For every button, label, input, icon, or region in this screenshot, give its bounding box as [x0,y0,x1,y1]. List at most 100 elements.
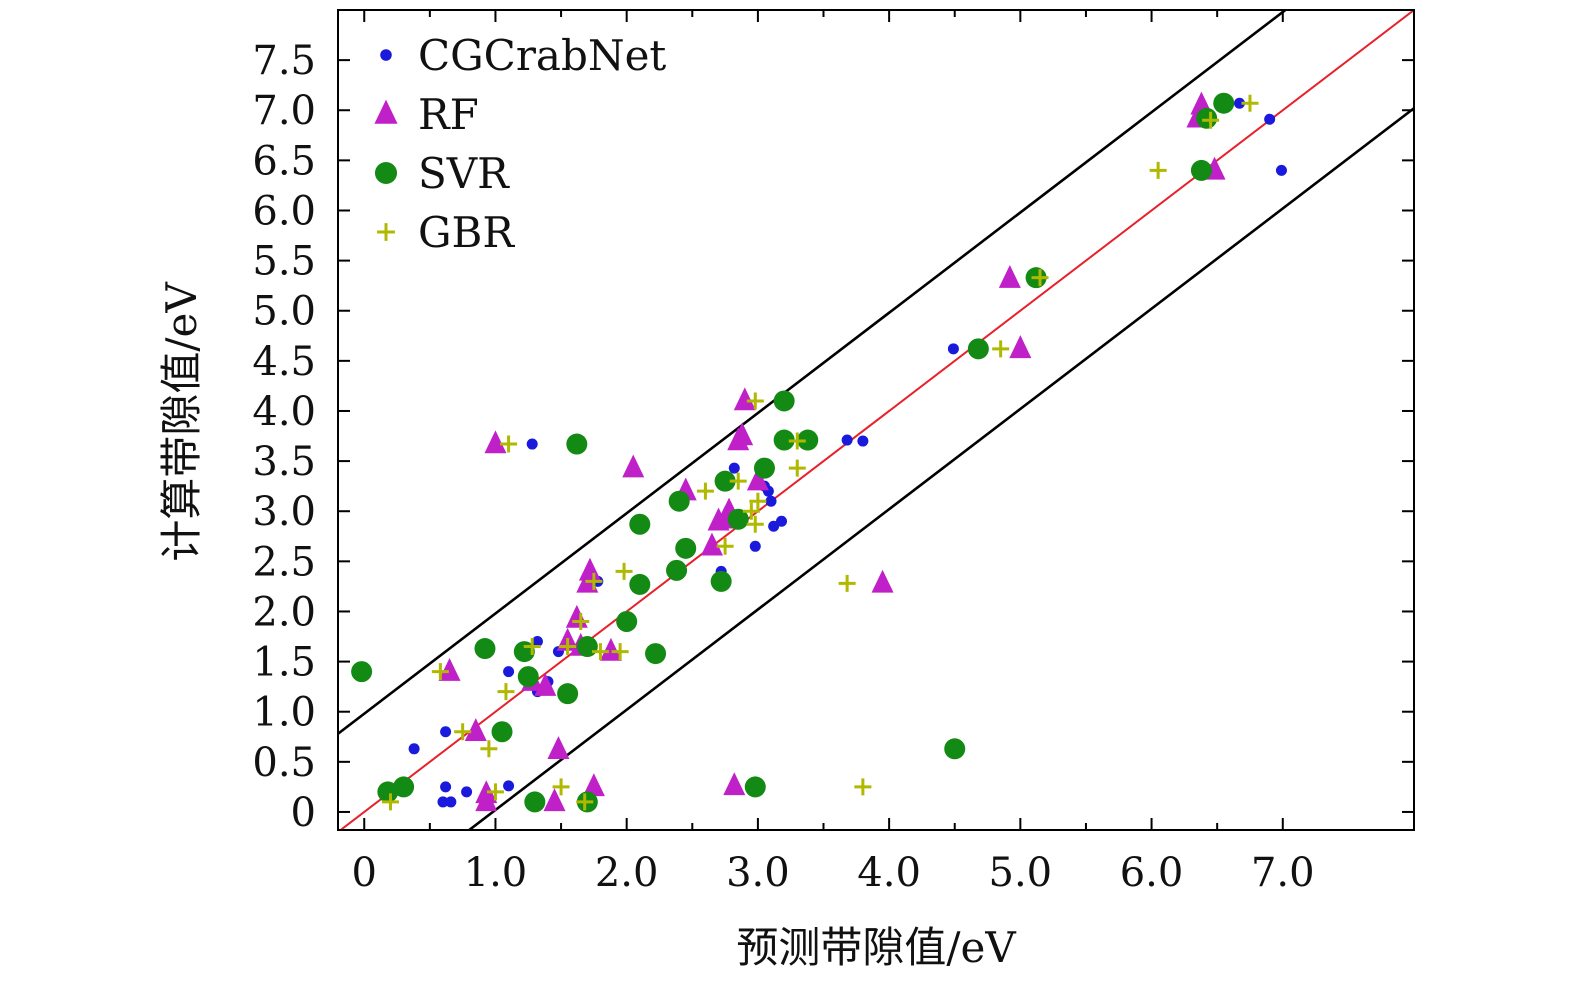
gbr-point [381,793,399,811]
cgcrabnet-legend-marker [380,49,392,61]
gbr-point [746,515,764,533]
rf-legend-marker [374,99,398,124]
y-tick-label: 3.5 [252,439,316,485]
svr-point [727,508,749,530]
x-tick-label: 4.0 [857,850,921,896]
gbr-point [1149,161,1167,179]
cgcrabnet-point [1264,113,1276,125]
cgcrabnet-point [749,540,761,552]
rf-point [484,430,507,454]
gbr-point [742,502,760,520]
rf-point [599,637,622,661]
rf-point [746,467,769,491]
rf-point [700,532,723,556]
rf-point [723,772,746,796]
cgcrabnet-point [1275,164,1287,176]
rf-point [578,557,601,581]
y-tick-label: 0.5 [252,740,316,786]
svr-point [474,638,496,660]
cgcrabnet-point [461,786,473,798]
cgcrabnet-point [503,780,515,792]
x-axis-title: 预测带隙值/eV [736,923,1016,972]
svr-point [1196,107,1218,129]
gbr-point [854,778,872,796]
y-tick-label: 3.0 [252,489,316,535]
identity-line [338,10,1414,830]
gbr-point [992,340,1010,358]
legend-label: RF [418,90,479,139]
gbr-point [480,740,498,758]
cgcrabnet-point [440,781,452,793]
svr-point [967,338,989,360]
gbr-point [611,643,629,661]
rf-point [464,718,487,742]
svr-point [576,636,598,658]
legend-label: SVR [418,149,510,198]
svr-point [524,791,546,813]
svr-point [744,776,766,798]
y-tick-label: 6.0 [252,188,316,234]
cgcrabnet-point [408,743,420,755]
x-axis: 0 1.0 2.0 3.0 4.0 5.0 6.0 7.0 [352,10,1315,896]
gbr-point [497,683,515,701]
y-tick-label: 5.5 [252,239,316,285]
cgcrabnet-point [776,515,788,527]
gbr-point [486,783,504,801]
rf-point [547,736,570,760]
svr-point [1190,159,1212,181]
rf-point [534,673,557,696]
svr-point [629,573,651,595]
gbr-point [591,643,609,661]
svr-legend-marker [374,161,398,185]
svr-point [753,457,775,479]
y-axis: 00.51.01.5 2.02.53.03.54.04.55.05.5 6.06.5… [252,38,1414,836]
rf-point [1009,335,1032,359]
svr-point [666,559,688,581]
y-tick-label: 4.5 [252,339,316,385]
svr-point [645,643,667,665]
svr-point [797,429,819,451]
legend: CGCrabNet RF SVR GBR [374,31,666,257]
svr-point [675,537,697,559]
data-points [351,91,1287,813]
rf-point [475,788,498,812]
rf-point [998,265,1021,288]
y-tick-label: 1.0 [252,690,316,736]
x-tick-label: 5.0 [989,850,1053,896]
rf-point [871,569,894,593]
svr-point [393,776,415,798]
rf-point [543,788,566,812]
gbr-point [788,459,806,477]
gbr-point [1241,94,1259,112]
y-tick-label: 5.0 [252,289,316,335]
legend-label: CGCrabNet [418,31,666,80]
gbr-point [431,663,449,681]
plot-frame [337,9,1415,831]
svr-point [557,683,579,705]
gbr-point [716,537,734,555]
rf-point [731,422,754,446]
gbr-point [454,723,472,741]
y-tick-label: 7.0 [252,88,316,134]
x-tick-label: 2.0 [595,850,659,896]
cgcrabnet-point [437,796,449,808]
cgcrabnet-point [531,636,543,648]
reference-lines [338,10,1414,830]
gbr-point [746,392,764,410]
y-tick-label: 2.0 [252,589,316,635]
gbr-point [1202,111,1220,129]
gbr-point [696,482,714,500]
svr-point [566,433,588,455]
y-tick-label: 2.5 [252,539,316,585]
gbr-point [585,572,603,590]
gbr-point [576,793,594,811]
y-tick-label: 4.0 [252,389,316,435]
gbr-point [838,574,856,592]
svr-point [629,513,651,535]
svr-point [517,666,539,688]
y-axis-title: 计算带隙值/eV [157,282,206,562]
y-tick-label: 7.5 [252,38,316,84]
gbr-point [559,638,577,656]
gbr-point [788,432,806,450]
